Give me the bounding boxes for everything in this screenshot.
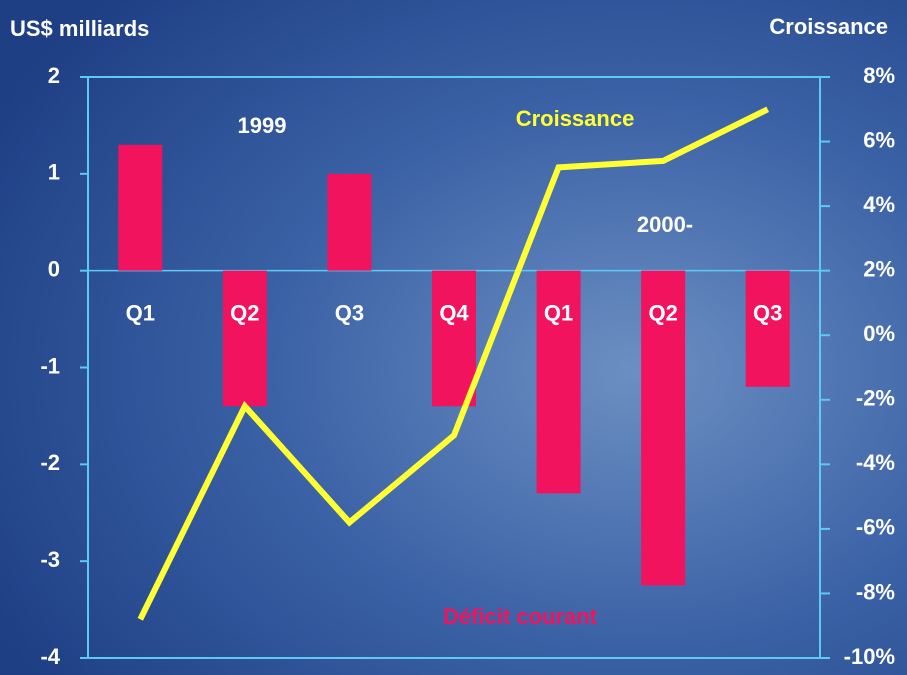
- bar: [118, 145, 162, 271]
- bar: [432, 271, 476, 407]
- y2-tick-label: 0%: [863, 321, 895, 346]
- y2-tick-label: 8%: [863, 63, 895, 88]
- y2-tick-label: 4%: [863, 192, 895, 217]
- bar: [223, 271, 267, 407]
- y-tick-label: -2: [40, 450, 60, 475]
- y-tick-label: 1: [48, 160, 60, 185]
- chart: US$ milliards Croissance 1999 2000- 2 1 0 -…: [0, 0, 907, 675]
- x-tick-label: Q1: [126, 300, 155, 325]
- x-tick-label: Q2: [648, 300, 677, 325]
- y-tick-label: 0: [48, 256, 60, 281]
- y2-axis-title: Croissance: [769, 14, 888, 39]
- bar: [746, 271, 790, 387]
- y2-tick-label: -8%: [856, 579, 895, 604]
- y-axis-title: US$ milliards: [10, 16, 149, 41]
- y2-tick-label: -2%: [856, 386, 895, 411]
- y-tick-label: 2: [48, 63, 60, 88]
- y-tick-label: -3: [40, 547, 60, 572]
- x-tick-label: Q4: [439, 300, 469, 325]
- y-tick-label: -1: [40, 353, 60, 378]
- y-tick-label: -4: [40, 644, 60, 669]
- y2-tick-label: -4%: [856, 450, 895, 475]
- y2-tick-label: 2%: [863, 256, 895, 281]
- y2-tick-label: -10%: [844, 644, 895, 669]
- legend-label: Croissance: [516, 106, 635, 131]
- x-tick-label: Q1: [544, 300, 573, 325]
- x-tick-label: Q2: [230, 300, 259, 325]
- annotation: 2000-: [637, 212, 693, 237]
- bar: [327, 174, 371, 271]
- annotation: 1999: [238, 113, 287, 138]
- y2-tick-label: 6%: [863, 127, 895, 152]
- x-tick-label: Q3: [335, 300, 364, 325]
- legend-label: Déficit courant: [443, 604, 598, 629]
- y2-tick-label: -6%: [856, 515, 895, 540]
- x-tick-label: Q3: [753, 300, 782, 325]
